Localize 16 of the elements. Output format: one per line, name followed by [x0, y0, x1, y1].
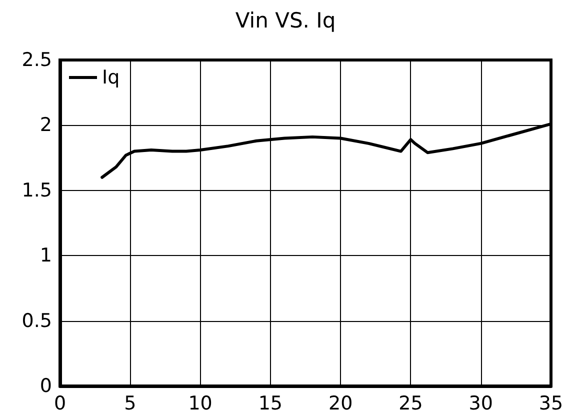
legend-label: Iq	[102, 66, 120, 88]
y-tick-label: 2.5	[22, 49, 52, 71]
y-tick-label: 0.5	[22, 310, 52, 332]
y-tick-label: 2	[40, 114, 52, 136]
x-tick-label: 15	[258, 392, 283, 414]
x-tick-label: 0	[54, 392, 66, 414]
y-tick-label: 1	[40, 244, 52, 267]
x-tick-label: 20	[328, 392, 353, 414]
chart-title: Vin VS. Iq	[235, 8, 336, 32]
x-tick-label: 35	[538, 392, 564, 414]
y-tick-label: 0	[40, 375, 52, 397]
x-tick-label: 30	[468, 392, 493, 414]
x-tick-label: 25	[398, 392, 423, 414]
x-tick-label: 5	[124, 392, 136, 414]
x-tick-label: 10	[188, 392, 212, 414]
y-tick-label: 1.5	[22, 179, 52, 202]
